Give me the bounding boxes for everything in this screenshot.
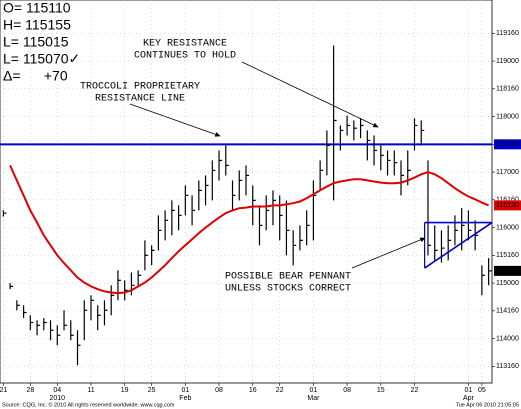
x-tick-label: 01	[309, 387, 317, 394]
x-period-label: Mar	[307, 395, 320, 402]
y-tick-label: 118160	[496, 86, 519, 93]
annotation-arrows	[129, 61, 426, 269]
arrow	[351, 237, 426, 269]
y-tick-label: 113160	[496, 363, 519, 370]
x-tick-label: 08	[215, 387, 223, 394]
stats-box: O= 115110 H= 115155 L= 115015 L= 115070✓…	[3, 0, 80, 84]
x-tick-label: 22	[276, 387, 284, 394]
annotation: RESISTANCE LINE	[95, 94, 185, 105]
stat: L= 115015	[3, 34, 69, 50]
y-tick-label: 116160	[496, 197, 519, 204]
price-marker-label: 116130	[496, 202, 519, 209]
x-tick-label: 01	[465, 387, 473, 394]
y-tick-label: 114000	[496, 335, 519, 342]
price-marker	[494, 200, 521, 211]
arrow	[241, 61, 379, 128]
x-period-label: Apr	[463, 395, 475, 402]
x-tick-label: 16	[249, 387, 257, 394]
x-period-label: 2010	[49, 395, 65, 402]
x-tick-label: 01	[181, 387, 189, 394]
y-tick-label: 114160	[496, 308, 519, 315]
stat: Δ= +70	[3, 68, 68, 84]
pennant-line	[424, 221, 493, 269]
timestamp: Tue Apr 06 2010 21:05:05	[456, 402, 519, 408]
y-tick-label: 117160	[496, 141, 519, 148]
x-tick-label: 11	[87, 387, 94, 394]
y-tick-label: 115160	[496, 252, 519, 259]
annotation: TROCCOLI PROPRIETARY	[80, 82, 200, 93]
x-tick-label: 08	[343, 387, 351, 394]
x-tick-label: 28	[26, 387, 34, 394]
tick-highlight	[494, 139, 521, 150]
price-marker-label: 115070	[496, 268, 519, 275]
y-tick-label: 118000	[496, 113, 519, 120]
x-period-label: Feb	[179, 395, 191, 402]
annotation: KEY RESISTANCE	[143, 39, 227, 50]
y-tick-label: 115000	[496, 280, 519, 287]
x-tick-label: 15	[377, 387, 385, 394]
arrow	[129, 103, 221, 137]
y-tick-label: 117000	[496, 169, 519, 176]
y-tick-label: 116000	[496, 224, 519, 231]
y-tick-label: 119160	[496, 30, 519, 37]
x-tick-label: 22	[411, 387, 419, 394]
stat: H= 115155	[3, 17, 71, 33]
x-tick-label: 05	[478, 387, 486, 394]
stat: O= 115110	[3, 0, 71, 16]
stat: L= 115070✓	[3, 51, 80, 67]
source: Source: CQG, Inc. © 2010 All rights rese…	[2, 401, 175, 408]
annotation: CONTINUES TO HOLD	[134, 51, 236, 62]
x-tick-label: 25	[148, 387, 156, 394]
annotation: POSSIBLE BEAR PENNANT	[225, 272, 351, 283]
x-tick-label: 21	[0, 387, 7, 394]
annotation: UNLESS STOCKS CORRECT	[225, 284, 351, 295]
price-marker	[494, 265, 521, 276]
moving-average-line	[9, 164, 489, 295]
y-tick-label: 119000	[496, 58, 519, 65]
x-tick-label: 19	[121, 387, 129, 394]
x-tick-label: 04	[53, 387, 61, 394]
